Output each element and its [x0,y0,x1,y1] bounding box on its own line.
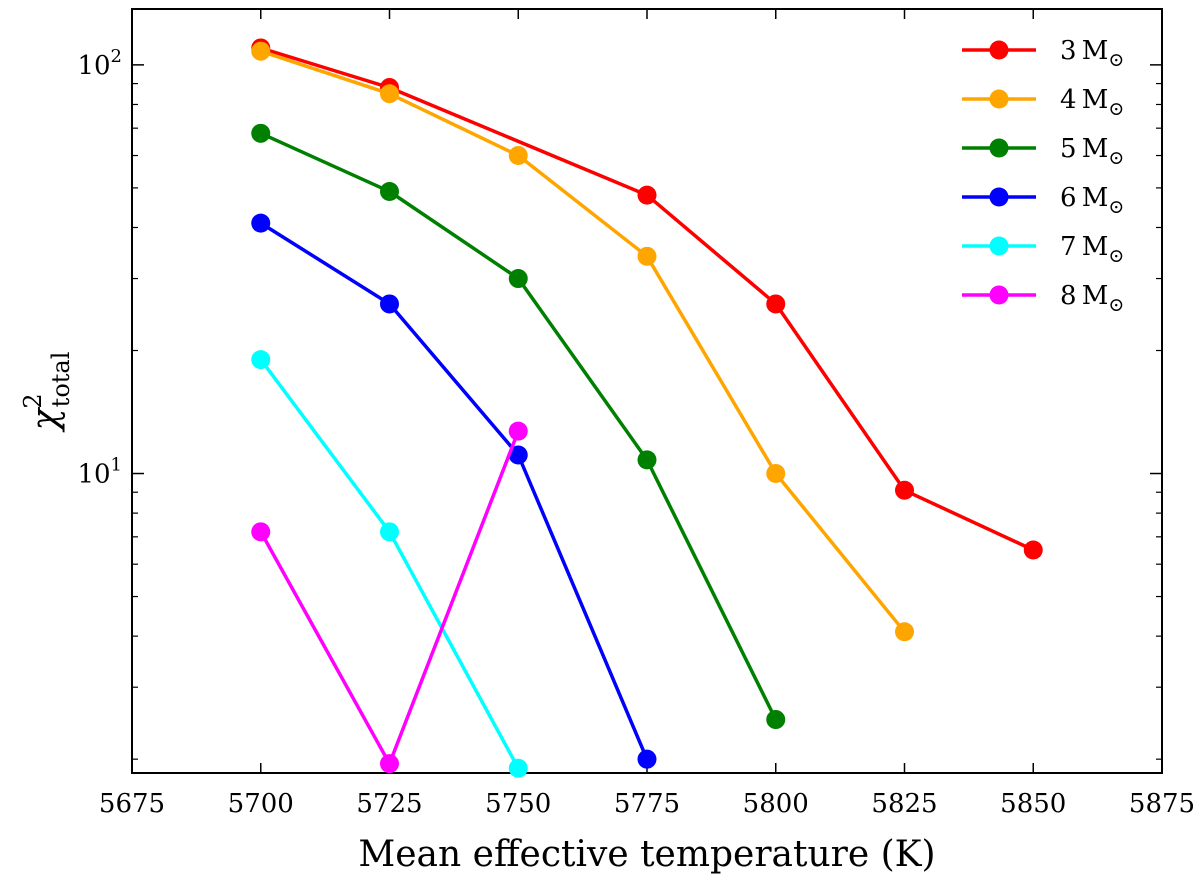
data-point [637,749,657,769]
y-tick-label: 102 [77,46,122,81]
x-tick-label: 5825 [871,789,937,819]
y-axis-label-superscript: 2 [19,393,47,408]
data-point [637,246,657,266]
x-tick-label: 5775 [614,789,680,819]
series-line [259,430,520,766]
data-point [637,185,657,205]
data-point [380,294,399,314]
x-tick-label: 5675 [99,789,165,819]
legend-item: 7 M⊙ [962,232,1124,267]
x-axis-ticks: 5675 5700 5725 5750 5775 5800 5825 5850 5875 [99,9,1195,819]
series-layer [251,38,1043,778]
legend-label: 3 M⊙ [1060,36,1124,71]
series-8 [251,421,528,774]
series-5 [251,123,786,730]
data-point [637,450,657,470]
data-point [766,710,786,730]
data-point [251,41,271,61]
series-4 [251,41,914,642]
legend-item: 5 M⊙ [962,134,1124,169]
svg-text:χ2total: χ2total [19,352,75,434]
data-point [508,445,528,465]
series-7 [251,350,528,778]
x-tick-label: 5750 [485,789,551,819]
y-axis-ticks: 101 102 [77,46,1162,760]
data-point [508,758,528,778]
legend: 3 M⊙ 4 M⊙ 5 M⊙ 6 M⊙ 7 M⊙ 8 M⊙ [962,36,1124,316]
data-point [380,84,399,104]
legend-label: 5 M⊙ [1060,134,1124,169]
data-point [380,522,399,542]
series-6 [251,213,657,769]
x-tick-label: 5875 [1129,789,1195,819]
legend-item: 3 M⊙ [962,36,1124,71]
data-point [1023,540,1043,560]
x-tick-label: 5725 [356,789,422,819]
legend-label: 6 M⊙ [1060,183,1124,218]
data-point [508,269,528,289]
legend-item: 4 M⊙ [962,85,1124,120]
legend-marker [989,285,1009,305]
legend-marker [989,89,1009,109]
data-point [251,522,271,542]
series-line [259,358,520,770]
data-point [251,123,271,143]
x-tick-label: 5850 [1000,789,1066,819]
plot-frame [131,8,1163,774]
series-line [260,49,906,633]
data-point [380,754,399,774]
legend-marker [989,236,1009,256]
data-point [766,464,786,484]
legend-label: 4 M⊙ [1060,85,1124,120]
legend-label: 8 M⊙ [1060,281,1124,316]
legend-marker [989,40,1009,60]
data-point [508,146,528,166]
x-axis-label: Mean effective temperature (K) [358,834,935,875]
legend-marker [989,138,1009,158]
series-line [259,221,649,760]
legend-marker [989,187,1009,207]
y-tick-label: 101 [77,455,122,490]
data-point [380,181,399,201]
y-axis-label-subscript: total [47,352,75,408]
data-point [895,480,914,500]
y-axis-label: χ2total [19,352,75,434]
y-axis-label-symbol: χ [25,406,66,433]
data-point [895,622,914,642]
data-point [508,421,528,441]
x-tick-label: 5800 [743,789,809,819]
legend-item: 8 M⊙ [962,281,1124,316]
series-line [260,46,1035,552]
legend-label: 7 M⊙ [1060,232,1124,267]
data-point [766,294,786,314]
series-3 [251,38,1043,560]
data-point [251,350,271,370]
data-point [251,213,271,233]
legend-item: 6 M⊙ [962,183,1124,218]
x-tick-label: 5700 [228,789,294,819]
